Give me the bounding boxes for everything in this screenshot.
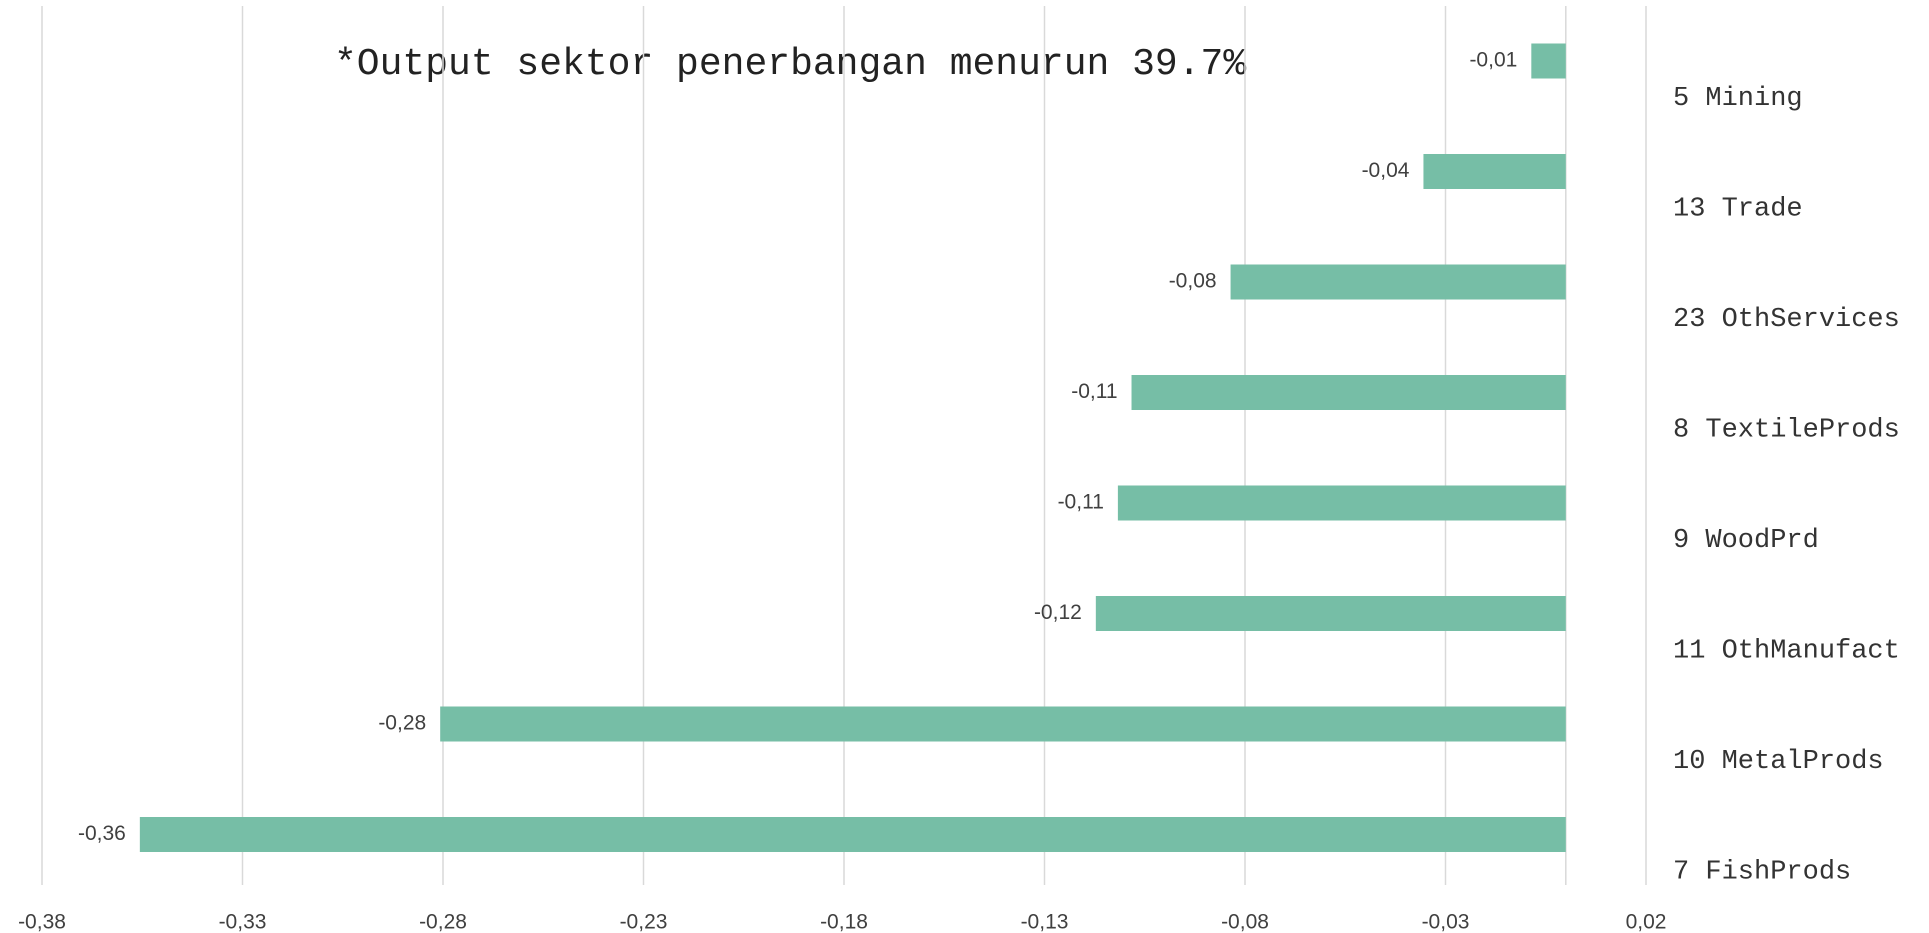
category-label: 9 WoodPrd [1673,526,1819,556]
x-tick-label: -0,18 [820,911,868,933]
data-label: -0,08 [1169,270,1217,293]
x-tick-label: -0,28 [419,911,467,933]
category-label: 10 MetalProds [1673,747,1884,777]
x-tick-label: -0,38 [18,911,66,933]
category-label: 11 OthManufact [1673,637,1900,667]
bar [1230,264,1566,300]
data-label: -0,01 [1469,49,1517,72]
bar [1423,154,1566,189]
category-label: 23 OthServices [1673,305,1900,335]
x-tick-label: -0,13 [1021,911,1069,933]
data-label: -0,12 [1034,601,1082,624]
bar [1095,596,1566,631]
category-label: 5 Mining [1673,84,1803,114]
x-tick-label: -0,33 [219,911,267,933]
data-label: -0,11 [1058,491,1104,514]
x-tick-label: -0,03 [1422,911,1470,933]
bar [139,817,1566,852]
category-label: 8 TextileProds [1673,416,1900,446]
bar [440,706,1566,742]
x-tick-label: 0,02 [1626,911,1667,933]
category-label: 7 FishProds [1673,858,1851,888]
data-label: -0,28 [378,712,426,735]
annotation: *Output sektor penerbangan menurun 39.7% [334,43,1246,86]
data-label: -0,36 [78,822,126,845]
x-tick-label: -0,08 [1221,911,1269,933]
category-label: 13 Trade [1673,195,1803,225]
bar [1131,375,1566,410]
data-label: -0,04 [1362,159,1410,182]
data-label: -0,11 [1071,380,1117,403]
x-tick-label: -0,23 [620,911,668,933]
bar [1117,485,1566,521]
bar [1531,43,1566,79]
